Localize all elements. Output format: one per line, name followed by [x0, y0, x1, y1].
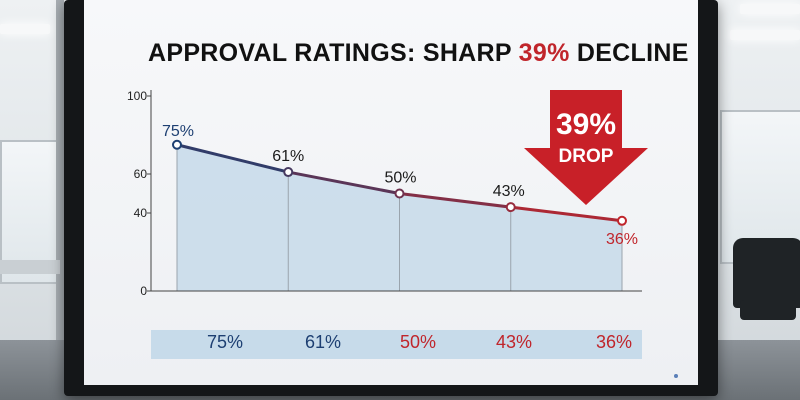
office-chair-seat [740, 300, 796, 320]
bottom-value-label: 61% [305, 332, 341, 352]
title-prefix: APPROVAL RATINGS: SHARP [148, 39, 519, 67]
plot-area: 0 40 60 100 75% 61% 50% 43% 36% [127, 89, 642, 298]
data-point [172, 139, 182, 150]
bottom-value-label: 36% [596, 332, 632, 352]
series-line-segment [398, 192, 513, 209]
annotation-percent: 39% [556, 108, 616, 141]
down-arrow-icon [524, 90, 648, 205]
drop-annotation: 39% DROP [524, 90, 648, 205]
data-point [394, 188, 405, 199]
data-point [617, 215, 627, 226]
data-point [283, 167, 294, 178]
data-label: 36% [606, 231, 638, 248]
series-line-segment [286, 170, 401, 195]
chart-title: APPROVAL RATINGS: SHARP 39% DECLINE [148, 39, 689, 67]
data-label: 75% [162, 123, 194, 140]
data-label: 50% [384, 170, 416, 187]
title-accent: 39% [519, 39, 570, 67]
y-tick-label: 40 [134, 206, 148, 220]
bottom-value-label: 43% [496, 332, 532, 352]
y-tick-label: 60 [134, 167, 148, 181]
office-chair [733, 238, 800, 308]
bottom-value-strip: 75% 61% 50% 43% 36% [151, 330, 642, 359]
data-point [505, 202, 516, 213]
series-line-segment [175, 143, 290, 174]
ceiling-light [740, 4, 800, 14]
desk [0, 260, 60, 274]
data-label: 43% [493, 183, 525, 200]
ceiling-light [730, 30, 800, 40]
y-tick-label: 0 [140, 284, 147, 298]
annotation-drop-label: DROP [559, 146, 614, 167]
series-line-segment [509, 205, 624, 223]
ceiling-light [0, 24, 50, 34]
y-tick-label: 100 [127, 89, 147, 103]
bottom-value-label: 50% [400, 332, 436, 352]
title-suffix: DECLINE [570, 39, 689, 67]
bottom-value-label: 75% [207, 332, 243, 352]
power-led [674, 374, 678, 378]
data-label: 61% [272, 148, 304, 165]
bottom-strip-panel [151, 330, 642, 359]
glass-divider [56, 0, 64, 400]
